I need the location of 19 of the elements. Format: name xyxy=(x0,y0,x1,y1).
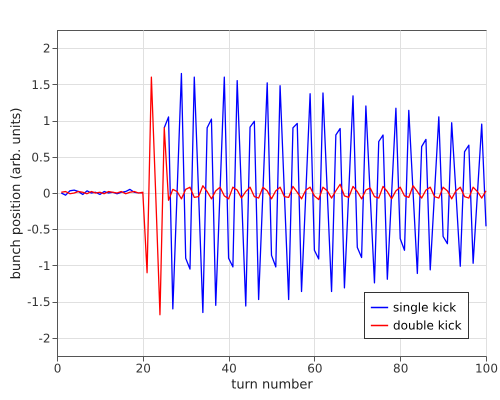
y-tick-label: -2 xyxy=(38,331,50,346)
y-axis-title: bunch position (arb. units) xyxy=(9,108,24,280)
x-tick-label: 0 xyxy=(54,362,62,376)
y-tick-label: 0 xyxy=(42,186,50,200)
x-tick-label: 80 xyxy=(393,362,408,376)
y-tick-label: 1 xyxy=(42,114,50,128)
x-tick-label: 40 xyxy=(221,362,237,376)
y-tick-label: -1 xyxy=(38,258,50,273)
y-tick-label: 0.5 xyxy=(31,150,50,164)
y-tick-label: 2 xyxy=(42,42,50,56)
y-tick-label: -0.5 xyxy=(27,222,50,237)
x-axis-title: turn number xyxy=(231,378,314,392)
legend-label: single kick xyxy=(393,300,456,314)
x-tick-label: 100 xyxy=(475,362,498,376)
legend-label: double kick xyxy=(393,318,462,332)
y-tick-label: -1.5 xyxy=(27,295,50,310)
x-tick-label: 20 xyxy=(136,362,151,376)
y-tick-label: 1.5 xyxy=(31,78,50,92)
x-tick-label: 60 xyxy=(307,362,323,376)
